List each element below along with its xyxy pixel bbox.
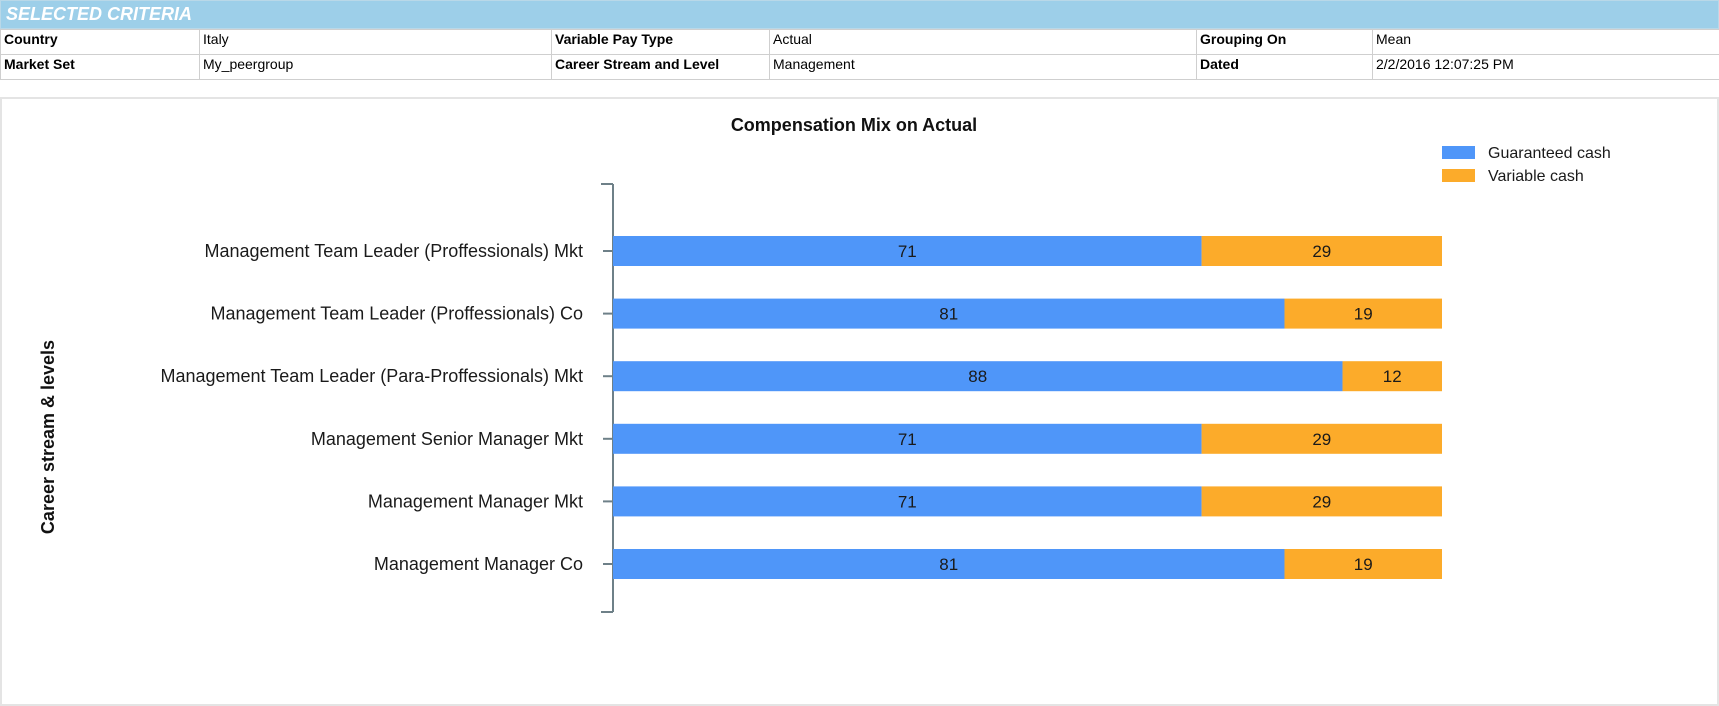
bar-segment-guaranteed-cash [613, 361, 1343, 392]
selected-criteria-panel: SELECTED CRITERIA Country Italy Variable… [0, 0, 1719, 80]
bar-segment-variable-cash [1201, 486, 1442, 517]
bar-segment-variable-cash [1284, 549, 1442, 579]
market-set-value: My_peergroup [199, 54, 552, 80]
y-axis [601, 183, 614, 613]
country-label: Country [0, 29, 200, 55]
bar-segment-variable-cash [1201, 423, 1442, 454]
chart-legend: Guaranteed cash Variable cash [1442, 145, 1611, 185]
category-label: Management Team Leader (Proffessionals) … [210, 304, 583, 324]
dated-value: 2/2/2016 12:07:25 PM [1372, 54, 1719, 80]
market-set-label: Market Set [0, 54, 200, 80]
criteria-row: Country Italy Variable Pay Type Actual G… [0, 29, 1719, 55]
grouping-on-label: Grouping On [1196, 29, 1373, 55]
criteria-title: SELECTED CRITERIA [0, 0, 1719, 29]
career-stream-value: Management [769, 54, 1197, 80]
category-label: Management Manager Co [374, 554, 583, 574]
criteria-table: Country Italy Variable Pay Type Actual G… [0, 29, 1719, 80]
category-label: Management Manager Mkt [368, 491, 583, 511]
chart-title: Compensation Mix on Actual [731, 115, 977, 135]
variable-pay-type-label: Variable Pay Type [551, 29, 770, 55]
legend-swatch [1442, 169, 1475, 182]
country-value: Italy [199, 29, 552, 55]
y-axis-title: Career stream & levels [38, 340, 58, 534]
category-label: Management Team Leader (Para-Proffession… [160, 366, 583, 386]
data-label: 12 [1383, 367, 1402, 386]
bar-segment-guaranteed-cash [613, 236, 1202, 266]
legend-label: Variable cash [1488, 168, 1584, 185]
variable-pay-type-value: Actual [769, 29, 1197, 55]
data-label: 29 [1312, 430, 1331, 449]
category-labels: Management Team Leader (Proffessionals) … [160, 241, 583, 574]
legend-label: Guaranteed cash [1488, 145, 1611, 162]
grouping-on-value: Mean [1372, 29, 1719, 55]
data-label: 81 [939, 555, 958, 574]
career-stream-label: Career Stream and Level [551, 54, 770, 80]
data-label: 29 [1312, 492, 1331, 511]
category-label: Management Team Leader (Proffessionals) … [204, 241, 583, 261]
data-label: 71 [898, 492, 917, 511]
chart-panel: Compensation Mix on Actual Guaranteed ca… [0, 97, 1719, 706]
data-label: 19 [1354, 305, 1373, 324]
data-label: 29 [1312, 242, 1331, 261]
data-label: 19 [1354, 555, 1373, 574]
bar-segment-guaranteed-cash [613, 486, 1202, 517]
bar-segment-variable-cash [1201, 236, 1442, 266]
bar-segment-guaranteed-cash [613, 423, 1202, 454]
data-label: 71 [898, 242, 917, 261]
criteria-row: Market Set My_peergroup Career Stream an… [0, 54, 1719, 80]
legend-swatch [1442, 146, 1475, 159]
data-label: 88 [968, 367, 987, 386]
data-label: 81 [939, 305, 958, 324]
data-label: 71 [898, 430, 917, 449]
category-label: Management Senior Manager Mkt [311, 429, 583, 449]
bar-segment-guaranteed-cash [613, 298, 1285, 329]
bar-segment-variable-cash [1284, 298, 1442, 329]
bars-group: 71 29 81 19 88 12 71 29 71 29 81 19 [613, 236, 1442, 579]
bar-segment-variable-cash [1342, 361, 1442, 392]
dated-label: Dated [1196, 54, 1373, 80]
compensation-mix-chart: Compensation Mix on Actual Guaranteed ca… [38, 115, 1611, 613]
bar-segment-guaranteed-cash [613, 549, 1285, 579]
